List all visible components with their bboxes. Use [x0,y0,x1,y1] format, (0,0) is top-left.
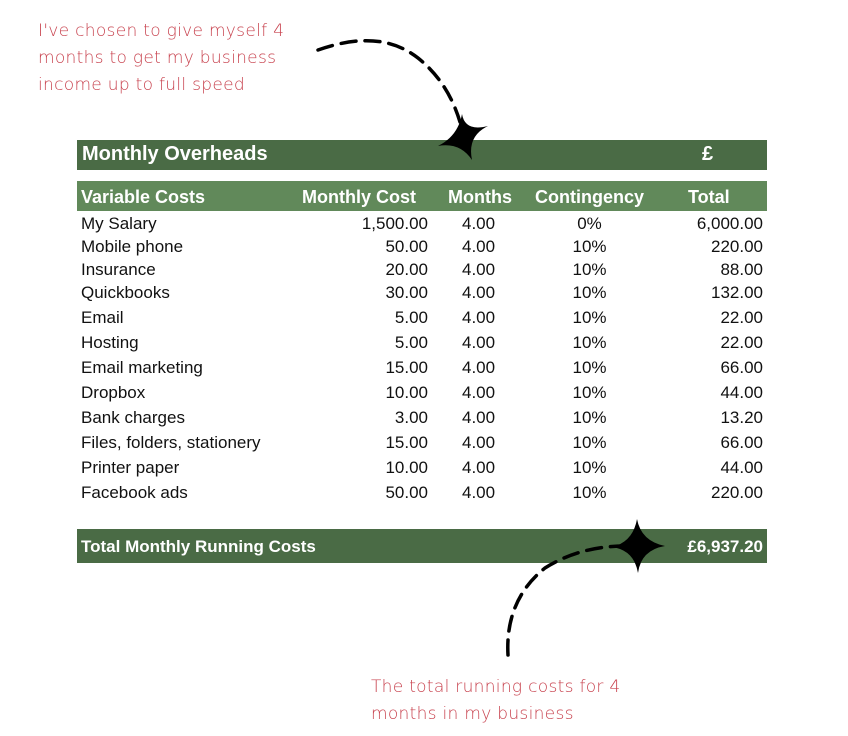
cell-name: My Salary [81,214,157,233]
cell-months: 4.00 [462,483,496,502]
cell-contingency: 10% [572,383,607,402]
header-monthly-cost: Monthly Cost [302,187,416,207]
cell-contingency: 10% [572,283,607,302]
cell-name: Dropbox [81,383,146,402]
cell-months: 4.00 [462,333,496,352]
cell-contingency: 10% [572,308,607,327]
cell-name: Printer paper [81,458,180,477]
cell-total: 66.00 [720,358,763,377]
cell-total: 22.00 [720,308,763,327]
sparkle-star-top-icon [438,114,488,160]
cell-total: 132.00 [711,283,763,302]
table-row: Dropbox 10.00 4.00 10% 44.00 [77,381,767,406]
cell-monthly-cost: 5.00 [394,333,428,352]
dashed-arrow-bottom [506,544,627,657]
cell-monthly-cost: 15.00 [385,433,428,452]
cell-months: 4.00 [462,283,496,302]
cell-name: Bank charges [81,408,185,427]
cell-months: 4.00 [462,358,496,377]
total-label: Total Monthly Running Costs [81,537,316,556]
dashed-arrow-top [316,38,462,124]
cell-contingency: 10% [572,260,607,279]
table-body: My Salary 1,500.00 4.00 0% 6,000.00 Mobile ph… [77,212,767,506]
cell-monthly-cost: 50.00 [385,237,428,256]
table-row: Printer paper 10.00 4.00 10% 44.00 [77,456,767,481]
cell-monthly-cost: 5.00 [394,308,428,327]
cell-name: Mobile phone [81,237,184,256]
cell-total: 13.20 [720,408,763,427]
cell-monthly-cost: 10.00 [385,383,428,402]
cell-total: 44.00 [720,383,763,402]
cell-total: 220.00 [711,483,763,502]
cell-months: 4.00 [462,214,496,233]
table-row: Email marketing 15.00 4.00 10% 66.00 [77,356,767,381]
currency-symbol: £ [702,143,714,165]
cell-monthly-cost: 1,500.00 [361,214,428,233]
table-row: Bank charges 3.00 4.00 10% 13.20 [77,406,767,431]
cell-total: 88.00 [720,260,763,279]
cell-months: 4.00 [462,458,496,477]
cell-monthly-cost: 10.00 [385,458,428,477]
cell-contingency: 10% [572,458,607,477]
cell-name: Quickbooks [81,283,170,302]
cell-contingency: 10% [572,433,607,452]
cell-monthly-cost: 3.00 [394,408,428,427]
cell-monthly-cost: 50.00 [385,483,428,502]
cell-months: 4.00 [462,260,496,279]
cell-monthly-cost: 20.00 [385,260,428,279]
cell-months: 4.00 [462,408,496,427]
sparkle-star-bottom-icon [612,519,665,573]
cell-total: 44.00 [720,458,763,477]
column-header-row: Variable Costs Monthly Cost Months Conti… [77,181,767,211]
cell-contingency: 0% [577,214,602,233]
total-value: £6,937.20 [687,537,763,556]
table-title-bar: Monthly Overheads £ [77,140,767,170]
table-row: Mobile phone 50.00 4.00 10% 220.00 [77,235,767,258]
table-row: My Salary 1,500.00 4.00 0% 6,000.00 [77,212,767,235]
cell-total: 66.00 [720,433,763,452]
cell-contingency: 10% [572,358,607,377]
cell-months: 4.00 [462,433,496,452]
cell-name: Facebook ads [81,483,188,502]
cell-months: 4.00 [462,308,496,327]
cell-contingency: 10% [572,237,607,256]
cell-contingency: 10% [572,333,607,352]
header-variable-costs: Variable Costs [81,187,206,207]
table-row: Insurance 20.00 4.00 10% 88.00 [77,258,767,281]
header-months: Months [448,187,512,207]
bottom-annotation: The total running costs for 4 months in … [371,677,621,724]
table-row: Hosting 5.00 4.00 10% 22.00 [77,331,767,356]
cell-name: Files, folders, stationery [81,433,261,452]
cell-months: 4.00 [462,237,496,256]
cell-name: Email [81,308,124,327]
cell-contingency: 10% [572,483,607,502]
header-contingency: Contingency [535,187,645,207]
cell-total: 220.00 [711,237,763,256]
cell-monthly-cost: 30.00 [385,283,428,302]
cell-months: 4.00 [462,383,496,402]
cell-total: 22.00 [720,333,763,352]
cell-contingency: 10% [572,408,607,427]
table-row: Email 5.00 4.00 10% 22.00 [77,306,767,331]
top-annotation: I've chosen to give myself 4 months to g… [38,21,285,95]
header-total: Total [688,187,730,207]
cell-name: Hosting [81,333,139,352]
cell-total: 6,000.00 [696,214,763,233]
table-row: Quickbooks 30.00 4.00 10% 132.00 [77,281,767,306]
table-title: Monthly Overheads [82,143,268,165]
cell-monthly-cost: 15.00 [385,358,428,377]
table-row: Facebook ads 50.00 4.00 10% 220.00 [77,481,767,506]
cell-name: Email marketing [81,358,203,377]
cell-name: Insurance [81,260,156,279]
table-row: Files, folders, stationery 15.00 4.00 10% 66… [77,431,767,456]
total-row: Total Monthly Running Costs £6,937.20 [77,529,767,563]
